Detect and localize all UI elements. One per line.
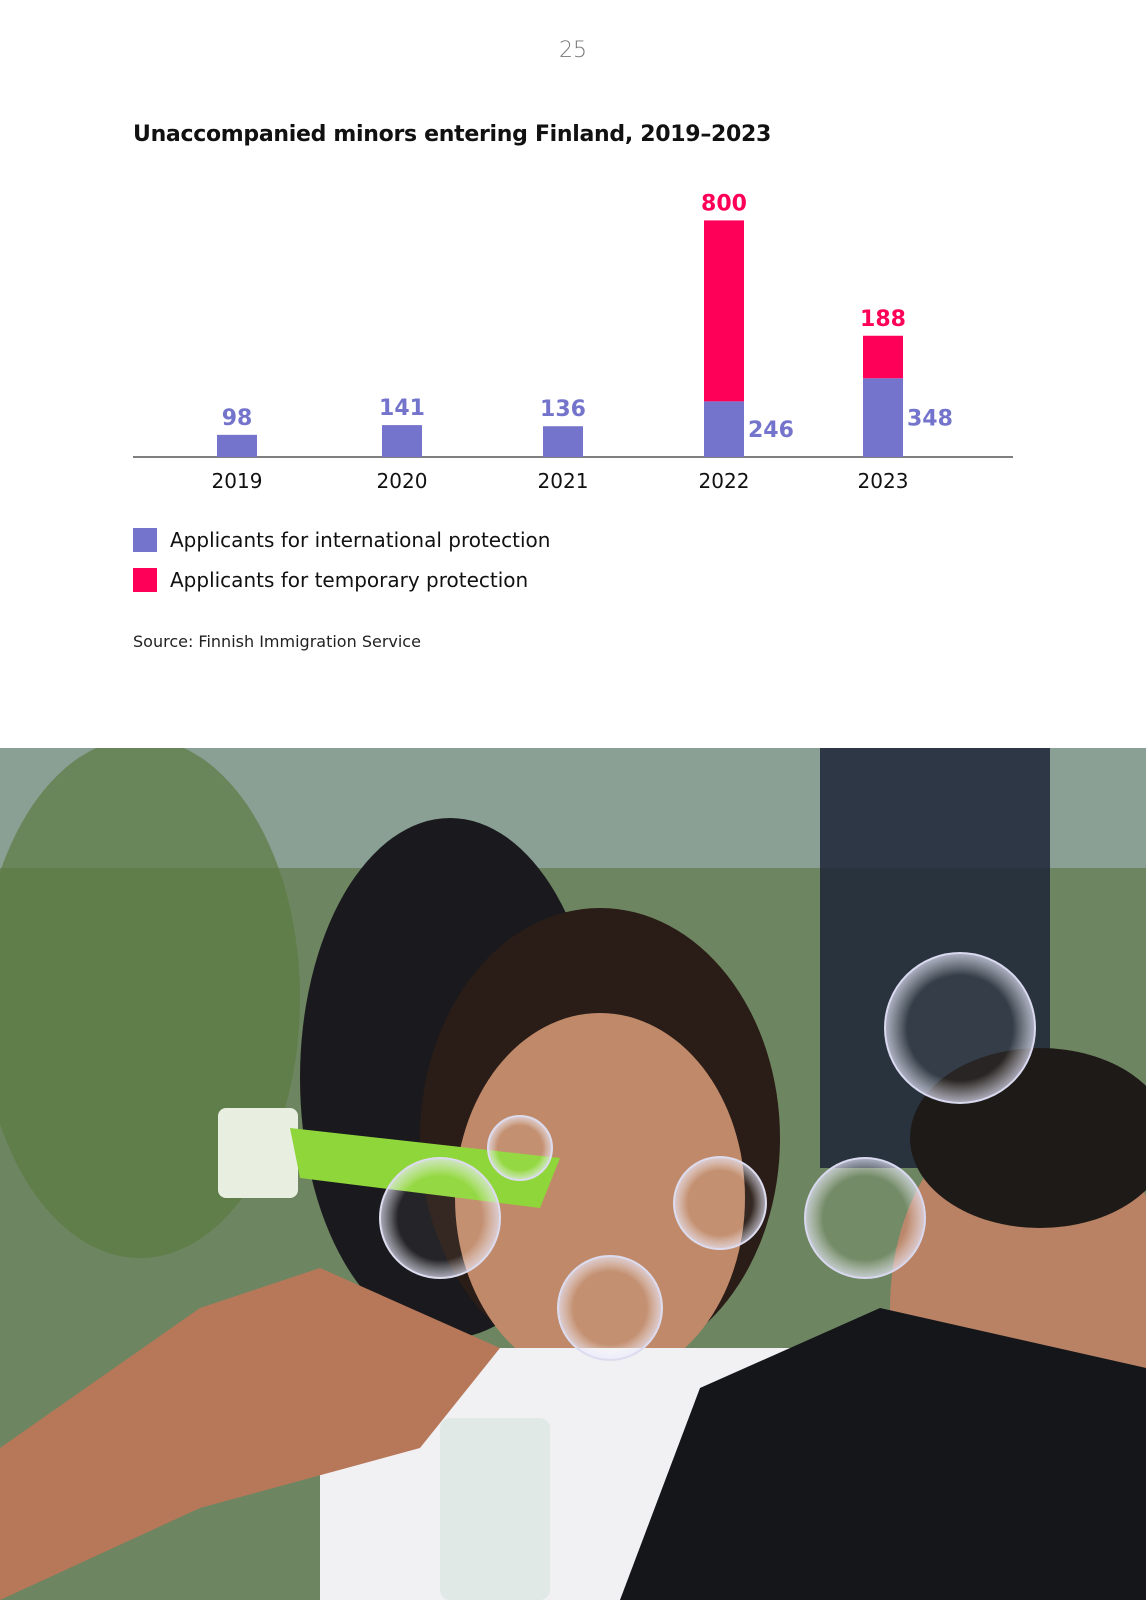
bar-chart: 98 2019 141 2020 136 2021 800 246 2022 188 348 2023 xyxy=(133,191,1013,493)
legend-item-international: Applicants for international protection xyxy=(133,528,550,552)
legend-label-temporary: Applicants for temporary protection xyxy=(170,568,529,592)
data-label-temporary-2023: 188 xyxy=(860,307,906,332)
data-label-international-2023: 348 xyxy=(907,407,953,432)
x-tick-label-2022: 2022 xyxy=(699,469,750,493)
x-tick-label-2021: 2021 xyxy=(538,469,589,493)
data-label-international-2022: 246 xyxy=(748,418,794,443)
bar-international-2019 xyxy=(217,434,257,457)
legend-swatch-international xyxy=(133,528,157,552)
legend-label-international: Applicants for international protection xyxy=(170,528,551,552)
bar-international-2021 xyxy=(543,426,583,457)
data-label-international-2020: 141 xyxy=(379,396,425,421)
bar-temporary-2023 xyxy=(863,335,903,379)
data-label-international-2019: 98 xyxy=(222,406,253,431)
data-label-international-2021: 136 xyxy=(540,397,586,422)
chart-source: Source: Finnish Immigration Service xyxy=(133,632,421,651)
legend-item-temporary: Applicants for temporary protection xyxy=(133,568,550,592)
bar-international-2022 xyxy=(704,401,744,457)
bar-international-2023 xyxy=(863,378,903,457)
legend-swatch-temporary xyxy=(133,568,157,592)
chart-title: Unaccompanied minors entering Finland, 2… xyxy=(133,122,772,147)
x-tick-label-2020: 2020 xyxy=(377,469,428,493)
x-tick-label-2019: 2019 xyxy=(212,469,263,493)
photo-children-blowing-bubbles xyxy=(0,748,1146,1600)
photo-image xyxy=(0,748,1146,1600)
data-label-temporary-2022: 800 xyxy=(701,191,747,216)
chart-legend: Applicants for international protection … xyxy=(133,528,550,608)
bar-temporary-2022 xyxy=(704,220,744,402)
bar-international-2020 xyxy=(382,425,422,457)
x-tick-label-2023: 2023 xyxy=(858,469,909,493)
page-number: 25 xyxy=(559,38,587,63)
